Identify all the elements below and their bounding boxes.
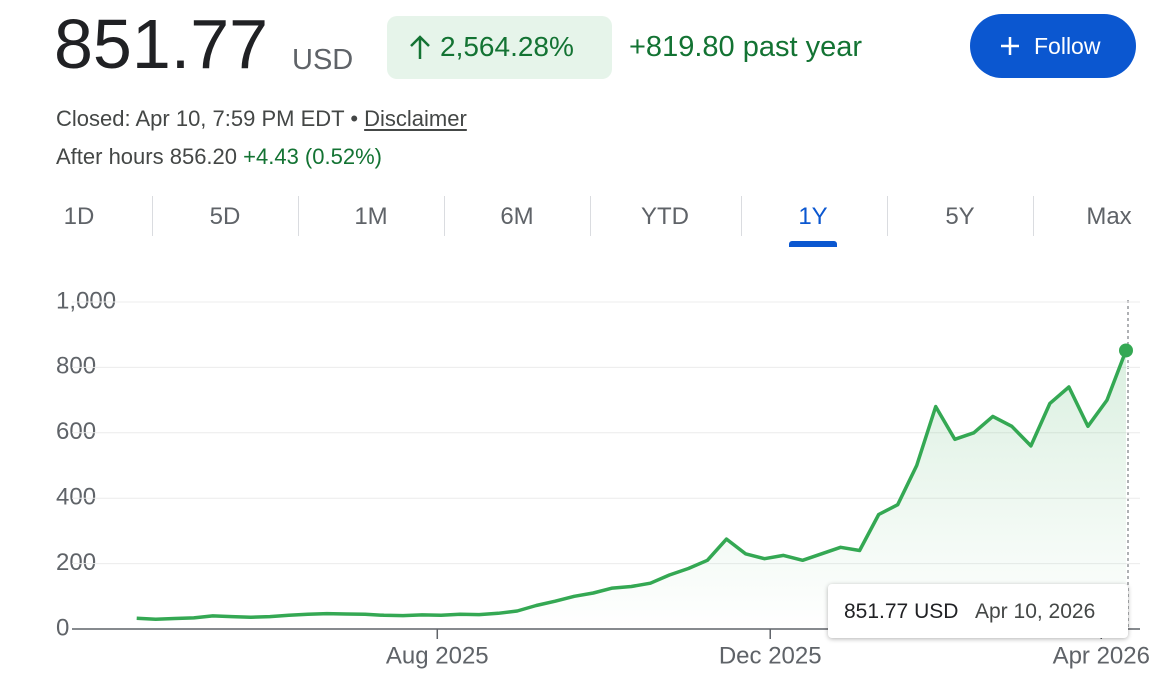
close-status: Closed: Apr 10, 7:59 PM EDT • Disclaimer [56,106,467,132]
range-tab[interactable]: 1M [354,203,388,230]
tab-divider [152,196,153,236]
change-text: +819.80 past year [629,31,862,63]
tab-divider [444,196,445,236]
range-tab[interactable]: YTD [641,203,689,230]
tab-divider [590,196,591,236]
tooltip: 851.77 USD Apr 10, 2026 [828,584,1128,638]
tab-divider [298,196,299,236]
disclaimer-link[interactable]: Disclaimer [364,106,467,131]
tab-divider [1033,196,1034,236]
plus-icon [1001,37,1019,55]
tab-indicator [789,241,837,247]
range-tab[interactable]: Max [1086,203,1132,230]
y-tick-label: 800 [56,353,96,380]
change-badge [387,16,612,79]
y-tick-label: 1,000 [56,287,116,314]
x-tick-label: Aug 2025 [386,642,489,669]
after-hours-label: After hours 856.20 [56,144,238,169]
follow-button[interactable]: Follow [970,14,1136,78]
x-tick-label: Apr 2026 [1053,642,1150,669]
range-tab[interactable]: 6M [500,203,534,230]
up-arrow [410,35,430,59]
currency: USD [292,44,354,76]
area [136,350,1126,629]
y-tick-label: 600 [56,418,96,445]
y-tick-label: 200 [56,549,96,576]
x-tick-label: Dec 2025 [719,642,822,669]
after-hours-change: +4.43 (0.52%) [243,144,382,169]
range-tab[interactable]: 5D [209,203,241,230]
range-tab[interactable]: 5Y [945,203,975,230]
tab-divider [887,196,888,236]
tooltip-date: Apr 10, 2026 [975,600,1096,623]
range-tab[interactable]: 1Y [798,203,828,230]
y-tick-label: 0 [56,614,69,641]
after-hours: After hours 856.20 +4.43 (0.52%) [56,144,382,170]
last-point [1119,343,1133,358]
closed-text: Closed: Apr 10, 7:59 PM EDT [56,106,345,131]
tooltip-price: 851.77 USD [844,600,959,623]
price-line [136,349,1128,621]
change-percent: 2,564.28% [440,31,574,62]
price: 851.77 [54,5,269,83]
tab-divider [741,196,742,236]
y-tick-label: 400 [56,484,96,511]
separator: • [350,106,359,131]
range-tab[interactable]: 1D [63,203,95,230]
follow-label: Follow [1034,33,1101,59]
